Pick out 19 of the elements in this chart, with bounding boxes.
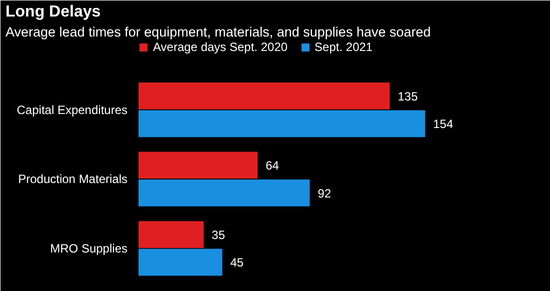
- legend-label: Average days Sept. 2020: [153, 40, 288, 54]
- data-label: 135: [398, 89, 418, 104]
- bar: [138, 110, 426, 138]
- chart-subtitle: Average lead times for equipment, materials, and supplies have soared: [6, 24, 431, 40]
- y-tick-label: Production Materials: [18, 172, 128, 186]
- bar: [138, 221, 204, 248]
- chart-title: Long Delays: [6, 4, 101, 20]
- data-label: 154: [433, 117, 454, 132]
- bar: [138, 82, 390, 110]
- data-label: 64: [266, 158, 280, 173]
- bar: [138, 180, 310, 206]
- bar: [138, 152, 258, 179]
- bar: [138, 248, 222, 276]
- data-label: 45: [230, 256, 244, 270]
- y-tick-label: Capital Expenditures: [16, 102, 128, 117]
- data-label: 92: [318, 186, 332, 200]
- data-label: 35: [212, 228, 226, 242]
- y-tick-label: MRO Supplies: [50, 241, 128, 256]
- legend-label: Sept. 2021: [314, 40, 373, 54]
